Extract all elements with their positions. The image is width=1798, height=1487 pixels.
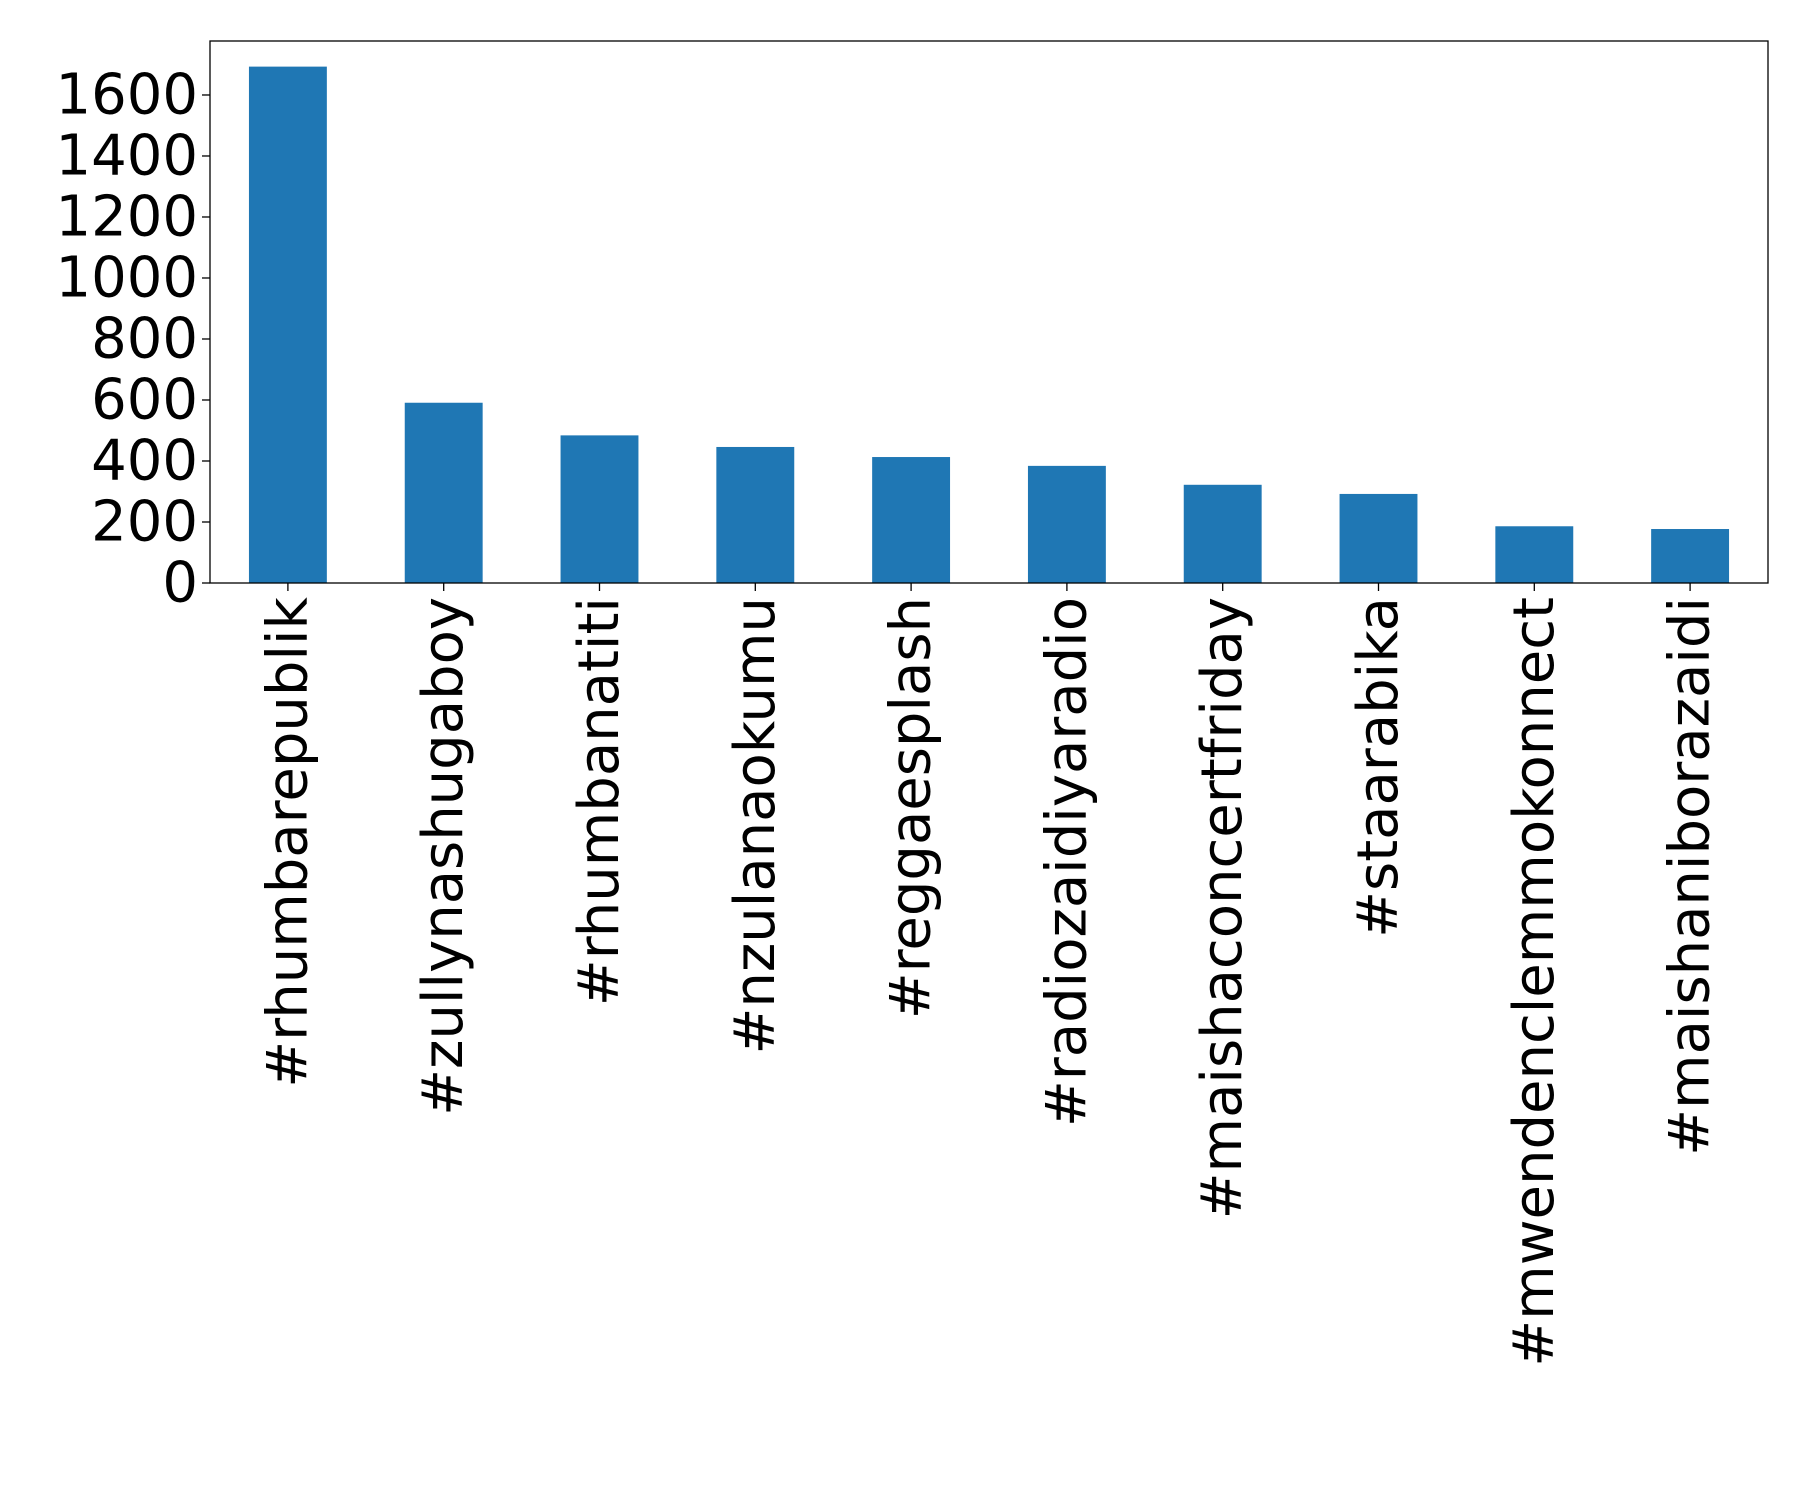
bar xyxy=(716,446,795,583)
y-tick-label: 1400 xyxy=(55,123,198,188)
y-tick-label: 200 xyxy=(91,489,198,554)
y-tick-label: 1600 xyxy=(55,62,198,127)
x-axis: #rhumbarepublik #zullynashugaboy #rhumbana… xyxy=(255,583,1723,1367)
y-tick-label: 1000 xyxy=(55,245,198,310)
y-tick-label: 600 xyxy=(91,367,198,432)
plot-frame xyxy=(209,40,1769,584)
bar xyxy=(248,66,327,583)
x-tick-label: #maishaniborazaidi xyxy=(1658,597,1723,1156)
x-tick-label: #zullynashugaboy xyxy=(411,597,476,1116)
bar xyxy=(1651,529,1730,583)
y-tick-label: 400 xyxy=(91,428,198,493)
bar xyxy=(1183,484,1262,583)
x-tick-label: #nzulanaokumu xyxy=(723,597,788,1055)
y-tick-label: 1200 xyxy=(55,184,198,249)
x-tick-label: #mwendenclemmokonnect xyxy=(1502,597,1567,1367)
bar xyxy=(1495,526,1574,583)
x-tick-label: #rhumbanatiti xyxy=(567,597,632,1006)
y-tick-label: 0 xyxy=(162,551,198,616)
x-tick-label: #reggaesplash xyxy=(879,597,944,1019)
bar xyxy=(1339,493,1418,583)
x-tick-label: #radiozaidiyaradio xyxy=(1034,597,1099,1127)
bar xyxy=(404,402,483,583)
y-tick-label: 800 xyxy=(91,306,198,371)
x-tick-label: #maishaconcertfriday xyxy=(1190,597,1255,1219)
x-tick-label: #staarabika xyxy=(1346,597,1411,938)
x-tick-label: #rhumbarepublik xyxy=(255,596,320,1087)
bars-group xyxy=(248,66,1730,583)
bar xyxy=(1027,465,1106,583)
bar xyxy=(560,435,639,583)
bar xyxy=(872,457,951,583)
